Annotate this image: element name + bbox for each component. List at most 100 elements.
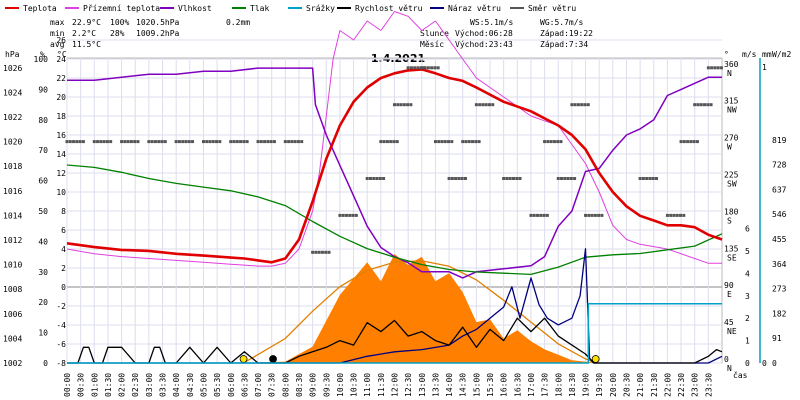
tick-label-time: 02:00: [118, 373, 127, 397]
tick-label-degc: 14: [56, 150, 66, 159]
tick-label-time: 15:30: [486, 373, 495, 397]
wind-direction-point: [420, 66, 424, 70]
wind-direction-point: [92, 140, 96, 144]
wind-direction-point: [600, 213, 604, 217]
tick-label-wm2: 455: [772, 235, 787, 244]
stat-max-rain: 0.2mm: [226, 18, 250, 27]
wind-direction-point: [437, 140, 441, 144]
wind-direction-point: [368, 177, 372, 180]
tick-label-dir: 225: [724, 171, 739, 180]
tick-label-dir-compass: N: [727, 364, 732, 373]
wind-direction-point: [311, 250, 315, 254]
solar-measured-area: [67, 254, 722, 363]
wind-direction-point: [651, 177, 655, 180]
wind-direction-point: [545, 213, 549, 217]
wind-direction-point: [433, 140, 437, 144]
tick-label-pct: 90: [38, 85, 48, 94]
axis-label-dir: °: [724, 50, 729, 59]
wind-direction-point: [205, 140, 209, 144]
tick-label-time: 20:00: [609, 373, 618, 397]
tick-label-degc: 2: [61, 264, 66, 273]
wind-direction-point: [389, 140, 393, 144]
tick-label-time: 18:30: [568, 373, 577, 397]
tick-label-degc: 22: [56, 74, 66, 83]
tick-label-dir: 135: [724, 244, 739, 253]
wind-direction-point: [563, 177, 567, 180]
wind-direction-point: [129, 140, 133, 144]
tick-label-time: 08:00: [281, 373, 290, 397]
wind-direction-point: [440, 140, 444, 144]
wind-direction-point: [296, 140, 300, 144]
wind-direction-point: [382, 177, 386, 180]
wind-ws: WS:5.1m/s: [470, 18, 514, 27]
stat-avg-label: avg: [50, 40, 65, 49]
wind-direction-point: [474, 140, 478, 144]
tick-label-dir-compass: W: [727, 143, 732, 152]
moon-set: Západ:7:34: [540, 40, 588, 49]
wind-direction-point: [529, 213, 533, 217]
tick-label-hpa: 1004: [3, 334, 22, 343]
axis-label-degc: °C: [57, 50, 67, 59]
ground-temperature-line: [66, 11, 722, 267]
wind-direction-point: [549, 140, 553, 144]
tick-label-time: 02:30: [131, 373, 140, 397]
wind-direction-point: [699, 103, 703, 107]
wind-direction-point: [543, 140, 547, 144]
tick-label-ms: 1: [745, 337, 750, 346]
tick-label-hpa: 1002: [3, 359, 22, 368]
wind-direction-point: [174, 140, 178, 144]
wind-direction-point: [191, 140, 195, 144]
wind-direction-point: [508, 177, 512, 180]
wind-direction-point: [163, 140, 167, 144]
tick-label-pct: 60: [38, 177, 48, 186]
wind-direction-point: [471, 140, 475, 144]
tick-label-mm: 1: [762, 63, 767, 72]
tick-label-time: 13:00: [418, 373, 427, 397]
stat-min-temp: 2.2°C: [72, 29, 96, 38]
wind-direction-point: [511, 177, 515, 180]
wind-direction-point: [686, 140, 690, 144]
tick-label-time: 14:00: [445, 373, 454, 397]
tick-label-time: 00:30: [77, 373, 86, 397]
tick-label-wm2: 637: [772, 185, 787, 194]
wind-direction-point: [65, 140, 69, 144]
tick-label-time: 20:30: [622, 373, 631, 397]
tick-label-degc: -6: [56, 340, 66, 349]
wind-direction-point: [679, 140, 683, 144]
wind-direction-point: [379, 140, 383, 144]
wind-direction-point: [242, 140, 246, 144]
wind-direction-point: [150, 140, 154, 144]
tick-label-degc: 8: [61, 207, 66, 216]
tick-label-hpa: 1008: [3, 285, 22, 294]
wind-direction-point: [78, 140, 82, 144]
tick-label-time: 05:30: [213, 373, 222, 397]
wind-direction-point: [426, 66, 430, 70]
wind-direction-point: [552, 140, 556, 144]
tick-label-time: 09:30: [322, 373, 331, 397]
tick-label-hpa: 1020: [3, 138, 22, 147]
wind-direction-point: [539, 213, 543, 217]
legend: Teplota Přízemní teplota Vlhkost Tlak Srážky…: [5, 4, 576, 13]
wind-direction-point: [348, 213, 352, 217]
wind-direction-point: [293, 140, 297, 144]
wind-direction-point: [706, 103, 710, 107]
tick-label-degc: -4: [56, 321, 66, 330]
tick-label-time: 08:30: [295, 373, 304, 397]
stat-min-press: 1009.2hPa: [136, 29, 180, 38]
wind-direction-point: [153, 140, 157, 144]
wind-direction-point: [75, 140, 79, 144]
tick-label-time: 19:00: [582, 373, 591, 397]
wind-direction-point: [105, 140, 109, 144]
tick-label-time: 11:00: [363, 373, 372, 397]
wind-direction-point: [443, 140, 447, 144]
tick-label-time: 14:30: [459, 373, 468, 397]
tick-label-time: 16:30: [513, 373, 522, 397]
tick-label-degc: 26: [56, 36, 66, 45]
wind-direction-point: [215, 140, 219, 144]
wind-direction-point: [133, 140, 137, 144]
tick-label-hpa: 1014: [3, 211, 22, 220]
wind-direction-point: [218, 140, 222, 144]
tick-label-time: 17:00: [527, 373, 536, 397]
tick-label-pct: 70: [38, 146, 48, 155]
